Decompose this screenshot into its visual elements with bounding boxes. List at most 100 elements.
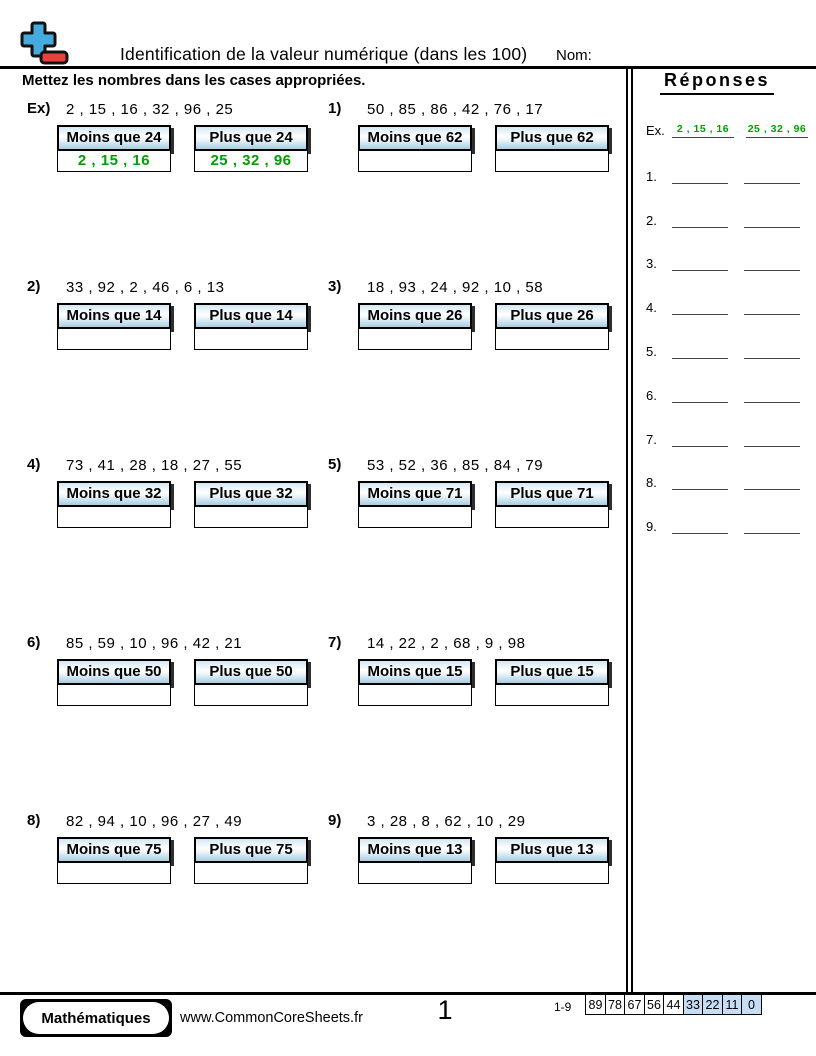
less-than-answer-box[interactable] <box>358 329 472 350</box>
answer-row-label: Ex. <box>646 123 665 138</box>
less-than-answer-box[interactable] <box>57 329 171 350</box>
answer-line-less[interactable] <box>672 254 728 271</box>
instruction-text: Mettez les nombres dans les cases approp… <box>22 72 366 89</box>
problem-numbers: 3 , 28 , 8 , 62 , 10 , 29 <box>367 813 526 830</box>
answer-line-more: 25 , 32 , 96 <box>746 121 808 138</box>
answers-title: Réponses <box>660 70 775 95</box>
problem-numbers: 2 , 15 , 16 , 32 , 96 , 25 <box>66 101 234 118</box>
less-than-answer-box[interactable] <box>57 863 171 884</box>
answer-row-label: 5. <box>646 344 657 359</box>
score-cell-6: 22 <box>702 994 723 1015</box>
problem-numbers: 53 , 52 , 36 , 85 , 84 , 79 <box>367 457 544 474</box>
page-number: 1 <box>437 995 453 1025</box>
greater-than-box-header: Plus que 26 <box>495 303 609 329</box>
less-than-group: Moins que 26 <box>358 303 472 350</box>
greater-than-group: Plus que 24 25 , 32 , 96 <box>194 125 308 172</box>
answer-row-8: 8. <box>646 472 800 490</box>
answer-line-less[interactable] <box>672 298 728 315</box>
answer-row-7: 7. <box>646 429 800 447</box>
answers-divider <box>626 69 633 993</box>
greater-than-box-header: Plus que 50 <box>194 659 308 685</box>
answer-row-2: 2. <box>646 210 800 228</box>
answer-line-less[interactable] <box>672 517 728 534</box>
answer-line-more[interactable] <box>744 342 800 359</box>
score-cell-0: 89 <box>585 994 606 1015</box>
problem-label: 6) <box>27 634 41 651</box>
greater-than-answer-box[interactable] <box>495 507 609 528</box>
greater-than-answer-box[interactable] <box>194 329 308 350</box>
greater-than-answer-box[interactable] <box>495 685 609 706</box>
problem-label: 8) <box>27 812 41 829</box>
answer-line-less[interactable] <box>672 430 728 447</box>
greater-than-group: Plus que 26 <box>495 303 609 350</box>
problem-numbers: 85 , 59 , 10 , 96 , 42 , 21 <box>66 635 243 652</box>
answer-row-label: 1. <box>646 169 657 184</box>
page-title: Identification de la valeur numérique (d… <box>120 44 528 64</box>
problem-label: 3) <box>328 278 342 295</box>
answer-line-less[interactable] <box>672 342 728 359</box>
answer-row-5: 5. <box>646 341 800 359</box>
problem-numbers: 14 , 22 , 2 , 68 , 9 , 98 <box>367 635 526 652</box>
problem-label: 2) <box>27 278 41 295</box>
greater-than-group: Plus que 71 <box>495 481 609 528</box>
greater-than-box-header: Plus que 15 <box>495 659 609 685</box>
greater-than-group: Plus que 32 <box>194 481 308 528</box>
answer-line-more[interactable] <box>744 386 800 403</box>
minus-icon <box>39 50 69 65</box>
problem-numbers: 73 , 41 , 28 , 18 , 27 , 55 <box>66 457 243 474</box>
name-label: Nom: <box>556 47 592 64</box>
less-than-box-header: Moins que 26 <box>358 303 472 329</box>
score-cell-3: 56 <box>643 994 665 1015</box>
greater-than-answer-box[interactable] <box>495 863 609 884</box>
less-than-group: Moins que 24 2 , 15 , 16 <box>57 125 171 172</box>
answer-line-less[interactable] <box>672 167 728 184</box>
answer-row-label: 6. <box>646 388 657 403</box>
answer-row-label: 2. <box>646 213 657 228</box>
problem-label: 4) <box>27 456 41 473</box>
greater-than-answer-box[interactable] <box>495 151 609 172</box>
subject-badge: Mathématiques <box>20 999 172 1037</box>
greater-than-group: Plus que 14 <box>194 303 308 350</box>
greater-than-answer-box[interactable] <box>194 685 308 706</box>
less-than-answer-box[interactable] <box>57 507 171 528</box>
answer-line-more[interactable] <box>744 167 800 184</box>
greater-than-answer-box: 25 , 32 , 96 <box>194 151 308 172</box>
answer-line-less[interactable] <box>672 386 728 403</box>
greater-than-answer-box[interactable] <box>194 863 308 884</box>
score-cell-5: 33 <box>682 994 704 1015</box>
less-than-answer-box[interactable] <box>358 507 472 528</box>
greater-than-answer-box[interactable] <box>495 329 609 350</box>
less-than-answer-box: 2 , 15 , 16 <box>57 151 171 172</box>
answer-line-more[interactable] <box>744 430 800 447</box>
answer-row-label: 9. <box>646 519 657 534</box>
score-cell-7: 11 <box>721 994 743 1015</box>
score-strip: 89 78 67 56 44 33 22 11 0 <box>585 994 762 1015</box>
problem-numbers: 18 , 93 , 24 , 92 , 10 , 58 <box>367 279 544 296</box>
answer-line-more[interactable] <box>744 254 800 271</box>
greater-than-box-header: Plus que 13 <box>495 837 609 863</box>
greater-than-group: Plus que 13 <box>495 837 609 884</box>
score-cell-1: 78 <box>604 994 626 1015</box>
answer-row-9: 9. <box>646 516 800 534</box>
answer-line-less: 2 , 15 , 16 <box>672 121 734 138</box>
greater-than-answer-box[interactable] <box>194 507 308 528</box>
answer-row-label: 3. <box>646 256 657 271</box>
answer-row-label: 4. <box>646 300 657 315</box>
less-than-answer-box[interactable] <box>358 863 472 884</box>
footer-rule <box>0 992 816 995</box>
less-than-answer-box[interactable] <box>358 685 472 706</box>
answer-line-more[interactable] <box>744 473 800 490</box>
answer-line-more[interactable] <box>744 211 800 228</box>
less-than-box-header: Moins que 71 <box>358 481 472 507</box>
problem-label: Ex) <box>27 100 51 117</box>
website-link[interactable]: www.CommonCoreSheets.fr <box>180 1010 363 1026</box>
answer-line-more[interactable] <box>744 298 800 315</box>
greater-than-box-header: Plus que 71 <box>495 481 609 507</box>
less-than-group: Moins que 15 <box>358 659 472 706</box>
answer-line-less[interactable] <box>672 211 728 228</box>
less-than-answer-box[interactable] <box>57 685 171 706</box>
less-than-answer-box[interactable] <box>358 151 472 172</box>
answer-line-more[interactable] <box>744 517 800 534</box>
answer-line-less[interactable] <box>672 473 728 490</box>
less-than-group: Moins que 62 <box>358 125 472 172</box>
